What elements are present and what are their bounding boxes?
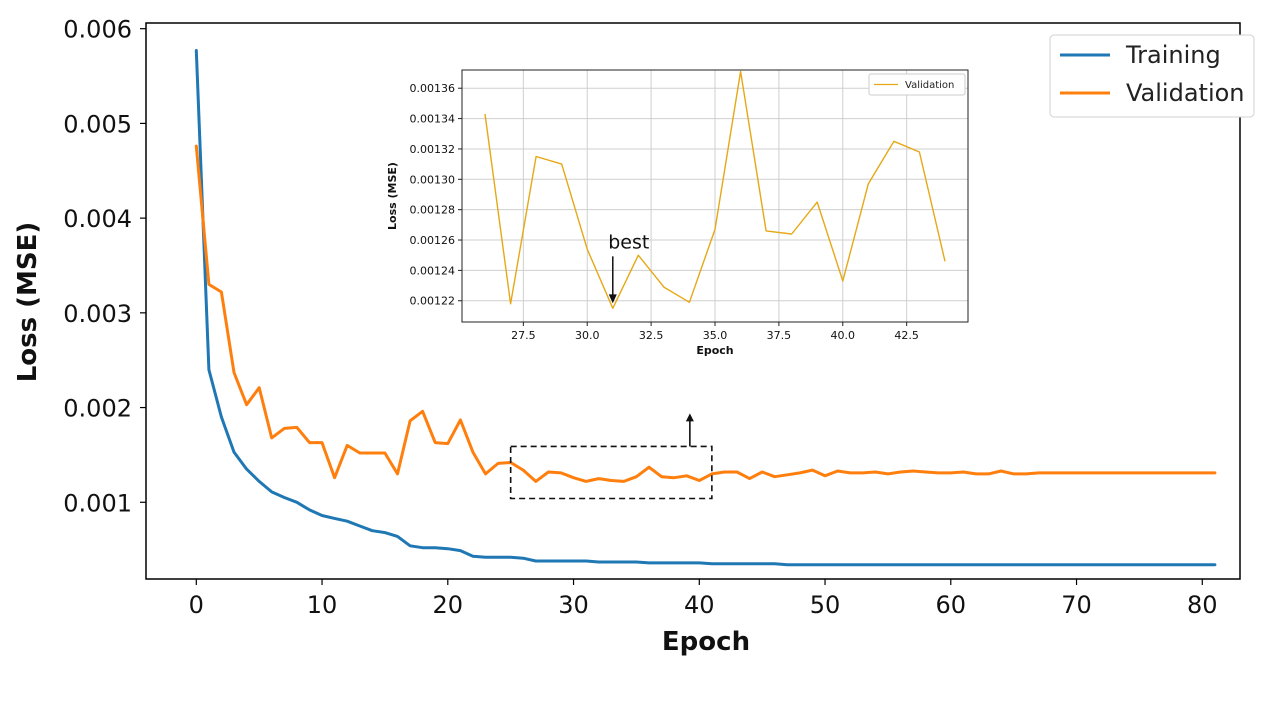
legend-validation-label: Validation [1126, 79, 1245, 107]
main-series-line-training [194, 49, 1217, 567]
main-x-tick-label: 40 [684, 591, 715, 619]
main-y-tick-label: 0.004 [63, 205, 132, 233]
inset-y-tick-label: 0.00128 [410, 204, 456, 217]
main-x-tick-label: 30 [558, 591, 589, 619]
inset-y-tick-label: 0.00122 [410, 295, 456, 308]
main-y-tick-label: 0.005 [63, 110, 132, 138]
main-x-axis-title: Epoch [662, 627, 750, 657]
inset-series-line-validation [484, 70, 946, 309]
main-legend: Training Validation [1049, 34, 1255, 118]
main-y-tick-label: 0.001 [63, 489, 132, 517]
inset-x-tick-label: 42.5 [894, 329, 919, 342]
main-x-tick-label: 80 [1187, 591, 1218, 619]
inset-x-tick-label: 40.0 [831, 329, 856, 342]
inset-legend-box [868, 73, 966, 96]
main-y-tick-label: 0.003 [63, 300, 132, 328]
inset-legend-label: Validation [905, 80, 954, 91]
main-y-tick-label: 0.006 [63, 16, 132, 44]
inset-y-tick-label: 0.00136 [410, 82, 456, 95]
inset-x-axis-title: Epoch [696, 344, 733, 357]
best-annotation-label: best [608, 231, 649, 253]
main-plot-frame [145, 22, 1241, 580]
inset-y-tick-label: 0.00134 [410, 113, 456, 126]
main-x-tick-label: 70 [1061, 591, 1092, 619]
main-series-line-validation [194, 144, 1217, 483]
main-x-tick-label: 0 [189, 591, 204, 619]
inset-x-tick-label: 37.5 [767, 329, 792, 342]
legend-training-label: Training [1125, 41, 1221, 69]
inset-y-tick-label: 0.00124 [410, 264, 456, 277]
inset-x-tick-label: 35.0 [703, 329, 728, 342]
inset-legend: Validation [868, 73, 966, 96]
main-x-tick-label: 50 [810, 591, 841, 619]
inset-y-axis-title: Loss (MSE) [386, 162, 399, 230]
main-x-tick-label: 10 [307, 591, 338, 619]
main-x-tick-label: 20 [433, 591, 464, 619]
main-x-tick-label: 60 [936, 591, 967, 619]
inset-y-tick-label: 0.00132 [410, 143, 456, 156]
zoom-region-box [509, 445, 713, 500]
inset-y-tick-label: 0.00126 [410, 234, 456, 247]
best-annotation-arrow-head [608, 294, 617, 304]
inset-x-tick-label: 27.5 [511, 329, 536, 342]
main-y-axis-title: Loss (MSE) [13, 222, 43, 383]
inset-x-tick-label: 30.0 [575, 329, 600, 342]
inset-y-tick-label: 0.00130 [410, 173, 456, 186]
inset-x-tick-label: 32.5 [639, 329, 664, 342]
main-y-tick-label: 0.002 [63, 395, 132, 423]
zoom-arrow-head [685, 413, 694, 422]
